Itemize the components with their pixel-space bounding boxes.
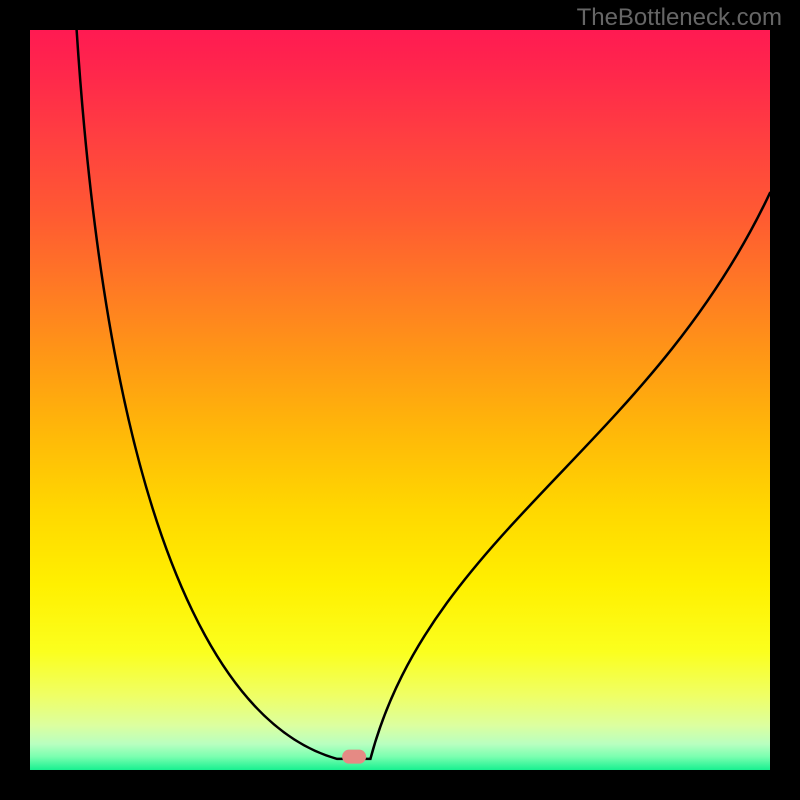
bottleneck-chart (0, 0, 800, 800)
optimum-marker (342, 750, 366, 764)
plot-area (30, 30, 770, 770)
watermark-text: TheBottleneck.com (577, 4, 782, 32)
